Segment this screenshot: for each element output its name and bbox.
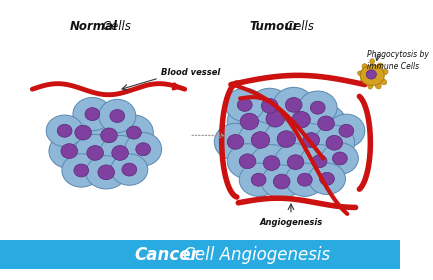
Ellipse shape	[250, 144, 293, 181]
Ellipse shape	[321, 143, 359, 174]
Ellipse shape	[263, 156, 280, 171]
Ellipse shape	[285, 163, 324, 196]
Ellipse shape	[112, 146, 128, 160]
Ellipse shape	[358, 71, 363, 76]
Ellipse shape	[312, 155, 327, 168]
Ellipse shape	[361, 78, 366, 83]
Ellipse shape	[85, 108, 100, 121]
Ellipse shape	[368, 83, 373, 89]
Ellipse shape	[49, 134, 90, 169]
Ellipse shape	[298, 91, 337, 124]
Ellipse shape	[320, 172, 334, 185]
Ellipse shape	[273, 174, 290, 189]
Ellipse shape	[285, 97, 302, 112]
Ellipse shape	[375, 83, 381, 89]
Ellipse shape	[87, 146, 103, 160]
Ellipse shape	[306, 105, 346, 142]
Ellipse shape	[262, 165, 302, 198]
Ellipse shape	[292, 111, 310, 128]
Ellipse shape	[251, 132, 270, 148]
Ellipse shape	[381, 69, 388, 75]
Ellipse shape	[61, 144, 78, 158]
Ellipse shape	[227, 102, 271, 141]
Ellipse shape	[214, 123, 257, 160]
Ellipse shape	[262, 99, 278, 113]
Ellipse shape	[333, 152, 347, 165]
Ellipse shape	[318, 116, 334, 131]
Text: Angiogenesis: Angiogenesis	[259, 218, 323, 227]
Ellipse shape	[61, 114, 105, 151]
Text: Cell Angiogenesis: Cell Angiogenesis	[178, 246, 330, 263]
Ellipse shape	[370, 59, 375, 64]
Ellipse shape	[75, 125, 91, 140]
Ellipse shape	[62, 154, 101, 187]
Ellipse shape	[74, 134, 116, 171]
Ellipse shape	[300, 144, 339, 178]
Text: Blood vessel: Blood vessel	[161, 68, 220, 77]
Ellipse shape	[115, 115, 153, 150]
Ellipse shape	[101, 128, 117, 143]
Ellipse shape	[125, 133, 162, 166]
Ellipse shape	[328, 114, 365, 147]
Ellipse shape	[251, 173, 266, 186]
Ellipse shape	[308, 163, 346, 195]
Ellipse shape	[57, 124, 72, 137]
Text: Tumour: Tumour	[249, 20, 299, 33]
Ellipse shape	[110, 109, 125, 122]
Ellipse shape	[227, 134, 244, 149]
Ellipse shape	[98, 165, 115, 180]
Ellipse shape	[326, 136, 343, 150]
Ellipse shape	[238, 121, 283, 159]
Ellipse shape	[46, 115, 83, 146]
Text: Cells: Cells	[282, 20, 313, 33]
Text: Normal: Normal	[69, 20, 117, 33]
Ellipse shape	[86, 156, 126, 189]
Ellipse shape	[111, 154, 148, 185]
Ellipse shape	[339, 124, 354, 137]
Ellipse shape	[73, 97, 112, 131]
Ellipse shape	[380, 79, 387, 85]
Ellipse shape	[290, 122, 333, 158]
Ellipse shape	[136, 143, 151, 156]
Text: Cells: Cells	[99, 20, 131, 33]
Ellipse shape	[287, 155, 304, 170]
Ellipse shape	[362, 64, 368, 70]
Ellipse shape	[74, 164, 89, 177]
Ellipse shape	[100, 136, 140, 171]
Ellipse shape	[377, 63, 383, 69]
Ellipse shape	[264, 120, 308, 158]
Ellipse shape	[239, 154, 256, 169]
Ellipse shape	[99, 99, 136, 133]
Ellipse shape	[227, 144, 268, 179]
Ellipse shape	[303, 133, 320, 147]
Ellipse shape	[239, 163, 278, 196]
Ellipse shape	[225, 88, 264, 122]
Ellipse shape	[277, 131, 296, 147]
Bar	[0, 240, 400, 269]
Ellipse shape	[252, 99, 298, 139]
Text: Cancer: Cancer	[134, 246, 199, 263]
Ellipse shape	[88, 117, 130, 154]
Text: Phagocytosis by
immune Cells: Phagocytosis by immune Cells	[367, 50, 429, 71]
Ellipse shape	[126, 126, 141, 139]
Ellipse shape	[237, 99, 252, 111]
Ellipse shape	[266, 110, 284, 127]
Ellipse shape	[279, 100, 323, 139]
Ellipse shape	[240, 113, 259, 130]
Ellipse shape	[314, 125, 355, 160]
Ellipse shape	[273, 87, 314, 122]
Ellipse shape	[122, 163, 137, 176]
Ellipse shape	[275, 144, 317, 181]
Ellipse shape	[297, 173, 312, 186]
Ellipse shape	[360, 65, 384, 85]
Ellipse shape	[310, 101, 325, 114]
Ellipse shape	[249, 88, 290, 123]
Ellipse shape	[366, 70, 376, 79]
